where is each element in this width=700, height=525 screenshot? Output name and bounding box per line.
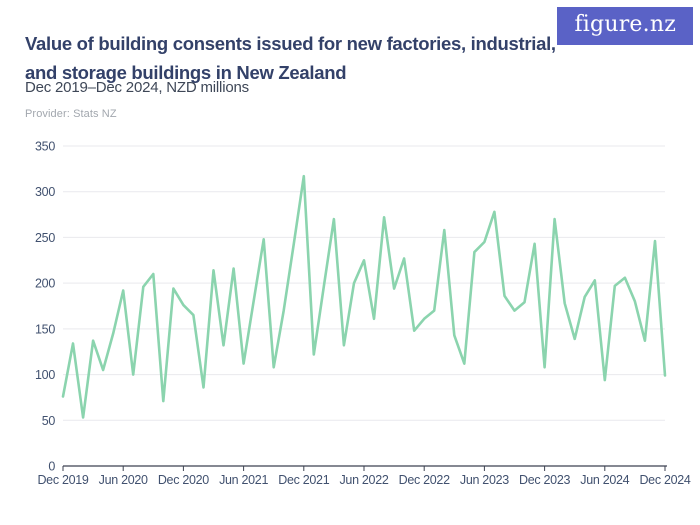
- x-axis-label: Dec 2024: [639, 473, 690, 487]
- y-axis-label: 250: [35, 231, 55, 245]
- page-subtitle: Dec 2019–Dec 2024, NZD millions: [25, 79, 249, 96]
- provider-label: Provider: Stats NZ: [25, 108, 117, 120]
- y-axis-label: 100: [35, 368, 55, 382]
- y-axis-label: 350: [35, 140, 55, 154]
- y-axis-label: 300: [35, 185, 55, 199]
- data-line: [61, 174, 667, 419]
- figurenz-logo[interactable]: figure.nz: [557, 7, 693, 45]
- x-axis-label: Jun 2023: [460, 473, 509, 487]
- x-axis-label: Dec 2020: [158, 473, 209, 487]
- x-axis-label: Dec 2021: [278, 473, 329, 487]
- consents-line-chart: 0 50 100 150 200 250 300 350 Dec 2019 Jun 2020 Dec…: [35, 140, 691, 488]
- x-axis-label: Dec 2019: [37, 473, 88, 487]
- x-axis-label: Jun 2021: [219, 473, 268, 487]
- y-axis-label: 0: [48, 460, 55, 474]
- x-axis-label: Dec 2022: [399, 473, 450, 487]
- x-axis-label: Jun 2020: [99, 473, 148, 487]
- page-title: Value of building consents issued for ne…: [25, 33, 556, 83]
- y-axis-label: 150: [35, 322, 55, 336]
- y-axis-label: 50: [42, 414, 56, 428]
- y-axis-label: 200: [35, 277, 55, 291]
- x-axis-label: Dec 2023: [519, 473, 570, 487]
- x-axis-label: Jun 2022: [339, 473, 388, 487]
- x-axis-label: Jun 2024: [580, 473, 629, 487]
